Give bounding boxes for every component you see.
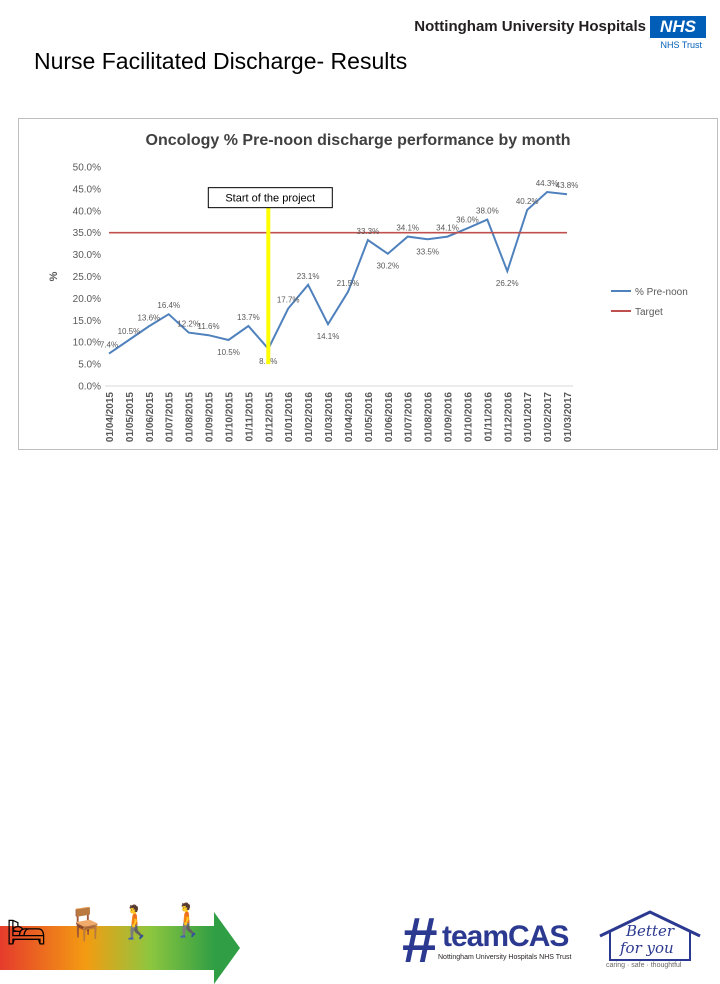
- x-tick-label: 01/05/2015: [125, 392, 136, 442]
- x-tick-label: 01/12/2016: [503, 392, 514, 442]
- y-tick-label: 20.0%: [73, 294, 101, 305]
- data-label: 26.2%: [496, 279, 519, 288]
- chart-title: Oncology % Pre-noon discharge performanc…: [146, 132, 571, 149]
- y-tick-label: 30.0%: [73, 250, 101, 261]
- org-name: Nottingham University Hospitals: [414, 18, 646, 35]
- data-label: 17.7%: [277, 295, 300, 304]
- y-tick-label: 45.0%: [73, 184, 101, 195]
- hashtag-glyph: #: [402, 904, 438, 976]
- data-label: 12.2%: [177, 320, 200, 329]
- y-tick-label: 15.0%: [73, 316, 101, 327]
- cas-word: CAS: [508, 920, 569, 953]
- data-label: 30.2%: [376, 262, 399, 271]
- better-tagline: caring · safe · thoughtful: [606, 962, 682, 969]
- teamcas-subtitle: Nottingham University Hospitals NHS Trus…: [438, 954, 572, 961]
- legend-label: Target: [635, 307, 663, 318]
- for-you-words: for you: [620, 939, 674, 957]
- data-label: 10.5%: [118, 327, 141, 336]
- x-tick-label: 01/09/2016: [444, 392, 455, 442]
- data-label: 21.5%: [337, 279, 360, 288]
- annotation-text: Start of the project: [225, 193, 315, 205]
- chart-frame: Oncology % Pre-noon discharge performanc…: [18, 118, 718, 450]
- data-label: 23.1%: [297, 272, 320, 281]
- x-tick-label: 01/07/2015: [165, 392, 176, 442]
- nhs-logo: NHS: [650, 16, 706, 38]
- y-tick-label: 35.0%: [73, 228, 101, 239]
- x-tick-label: 01/12/2015: [264, 392, 275, 442]
- data-label: 44.3%: [536, 179, 559, 188]
- x-tick-label: 01/01/2016: [284, 392, 295, 442]
- y-tick-label: 5.0%: [78, 360, 101, 371]
- y-tick-label: 0.0%: [78, 382, 101, 393]
- x-tick-label: 01/01/2017: [523, 392, 534, 442]
- data-label: 13.7%: [237, 313, 260, 322]
- legend-label: % Pre-noon: [635, 287, 688, 298]
- org-header: Nottingham University Hospitals NHS NHS …: [414, 16, 706, 52]
- y-tick-label: 50.0%: [73, 163, 101, 174]
- data-label: 16.4%: [157, 301, 180, 310]
- y-axis-label: %: [48, 271, 60, 281]
- x-tick-label: 01/03/2017: [563, 392, 574, 442]
- progress-arrow-head: [214, 912, 240, 984]
- x-tick-label: 01/02/2017: [543, 392, 554, 442]
- data-label: 40.2%: [516, 197, 539, 206]
- data-label: 33.5%: [416, 247, 439, 256]
- footer: 🛏 🪑 🚶 🚶 # teamCAS Nottingham University …: [0, 450, 720, 984]
- x-tick-label: 01/08/2016: [424, 392, 435, 442]
- x-tick-label: 01/11/2015: [244, 392, 255, 442]
- x-tick-label: 01/10/2016: [463, 392, 474, 442]
- data-label: 33.3%: [357, 227, 380, 236]
- x-tick-label: 01/05/2016: [364, 392, 375, 442]
- x-tick-label: 01/04/2016: [344, 392, 355, 442]
- y-tick-label: 10.0%: [73, 338, 101, 349]
- x-tick-label: 01/07/2016: [404, 392, 415, 442]
- x-tick-label: 01/02/2016: [304, 392, 315, 442]
- x-tick-label: 01/10/2015: [224, 392, 235, 442]
- data-label: 36.0%: [456, 215, 479, 224]
- data-label: 13.6%: [137, 313, 160, 322]
- seated-person-icon: 🪑: [66, 906, 106, 942]
- x-tick-label: 01/08/2015: [185, 392, 196, 442]
- data-label: 10.5%: [217, 348, 240, 357]
- x-tick-label: 01/04/2015: [105, 392, 116, 442]
- series-line-pre-noon: [108, 190, 568, 355]
- x-tick-label: 01/06/2015: [145, 392, 156, 442]
- data-label: 34.1%: [396, 224, 419, 233]
- x-tick-label: 01/11/2016: [483, 392, 494, 442]
- data-label: 7.4%: [100, 341, 118, 350]
- bed-icon: 🛏: [6, 914, 47, 950]
- x-tick-label: 01/09/2015: [205, 392, 216, 442]
- better-for-you-logo: Better for you caring · safe · thoughtfu…: [596, 910, 704, 974]
- walking-frame-person-icon: 🚶: [116, 904, 156, 940]
- better-word: Better: [626, 922, 675, 940]
- x-tick-label: 01/03/2016: [324, 392, 335, 442]
- y-tick-label: 40.0%: [73, 206, 101, 217]
- data-label: 11.6%: [198, 322, 220, 331]
- trust-label: NHS Trust: [660, 40, 702, 50]
- line-chart: Oncology % Pre-noon discharge performanc…: [48, 132, 688, 442]
- teamcas-logo: # teamCAS Nottingham University Hospital…: [402, 908, 582, 972]
- walking-person-icon: 🚶: [168, 902, 208, 938]
- slide-title: Nurse Facilitated Discharge- Results: [34, 48, 408, 74]
- x-tick-label: 01/06/2016: [384, 392, 395, 442]
- data-label: 43.8%: [556, 181, 579, 190]
- annotation-box: [207, 187, 333, 209]
- teamcas-text: teamCAS: [442, 920, 569, 954]
- data-label: 34.1%: [436, 224, 459, 233]
- data-label: 38.0%: [476, 207, 499, 216]
- y-tick-label: 25.0%: [73, 272, 101, 283]
- data-label: 14.1%: [317, 332, 340, 341]
- team-word: team: [442, 920, 509, 953]
